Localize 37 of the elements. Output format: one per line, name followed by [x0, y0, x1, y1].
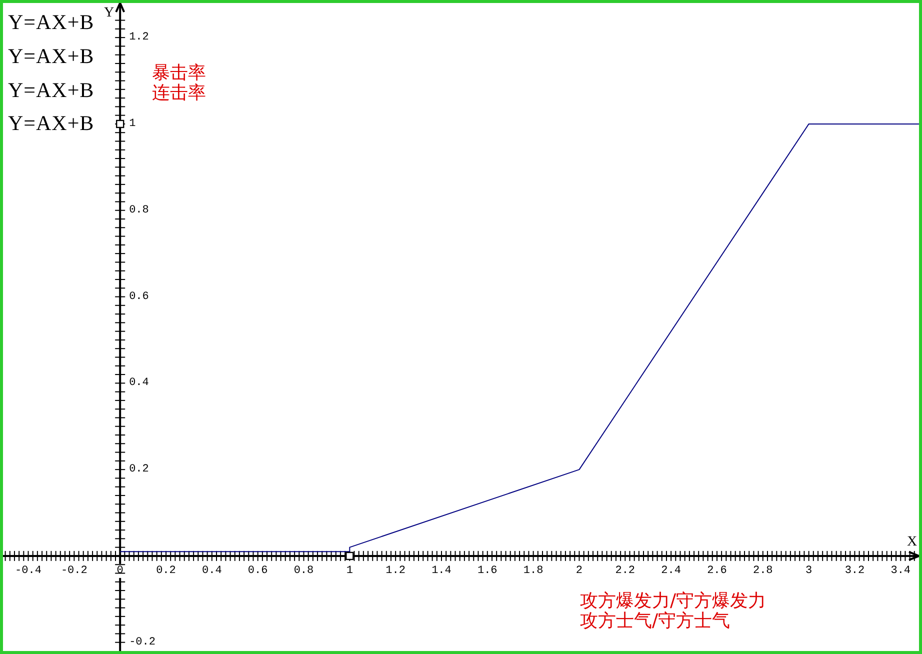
x-tick-label: 1	[346, 564, 354, 577]
y-tick-label: 0.4	[129, 377, 150, 390]
y-tick-label: 0.8	[129, 204, 149, 216]
x-tick-label: 1.8	[523, 564, 544, 577]
annotation: Y=AX+B	[8, 111, 94, 135]
x-tick-label: 0.2	[156, 564, 176, 577]
x-tick-label: 0	[116, 564, 124, 577]
annotation: 攻方士气/守方士气	[580, 610, 730, 632]
x-axis-title: X	[906, 534, 918, 550]
x-tick-label: 2.4	[661, 564, 682, 577]
x-tick-label: 0.6	[248, 564, 268, 577]
annotation: Y=AX+B	[8, 78, 94, 102]
annotation: Y=AX+B	[8, 10, 94, 34]
y-axis-title: Y	[104, 6, 114, 20]
annotation: Y=AX+B	[8, 44, 94, 68]
x-tick-label: 2.6	[707, 564, 727, 577]
y-tick-label: 1.2	[129, 32, 149, 44]
x-tick-label: 0.4	[202, 564, 222, 577]
x-tick-label: 0.8	[294, 564, 314, 577]
annotation: 暴击率	[152, 62, 206, 84]
annotation: 连击率	[152, 82, 206, 104]
y-tick-label: 0.2	[129, 464, 149, 476]
x-tick-label: 1.6	[477, 564, 498, 577]
x-tick-label: 3.4	[890, 564, 911, 577]
x-tick-label: 1.2	[386, 564, 406, 577]
y-tick-label: -0.2	[129, 636, 156, 648]
x-tick-label: 3.2	[844, 564, 865, 577]
x-tick-label: 2.2	[615, 564, 636, 577]
x-tick-label: 1.4	[432, 564, 452, 577]
annotation: 攻方爆发力/守方爆发力	[580, 590, 766, 612]
x-tick-label: 3	[806, 564, 812, 577]
x-tick-label: 2	[576, 564, 583, 577]
x-tick-label: -0.2	[60, 564, 88, 577]
y-tick-label: 0.6	[129, 290, 149, 303]
x-tick-label: -0.4	[15, 564, 42, 577]
y-tick-label: 1	[129, 118, 136, 130]
x-tick-label: 2.8	[752, 564, 773, 577]
